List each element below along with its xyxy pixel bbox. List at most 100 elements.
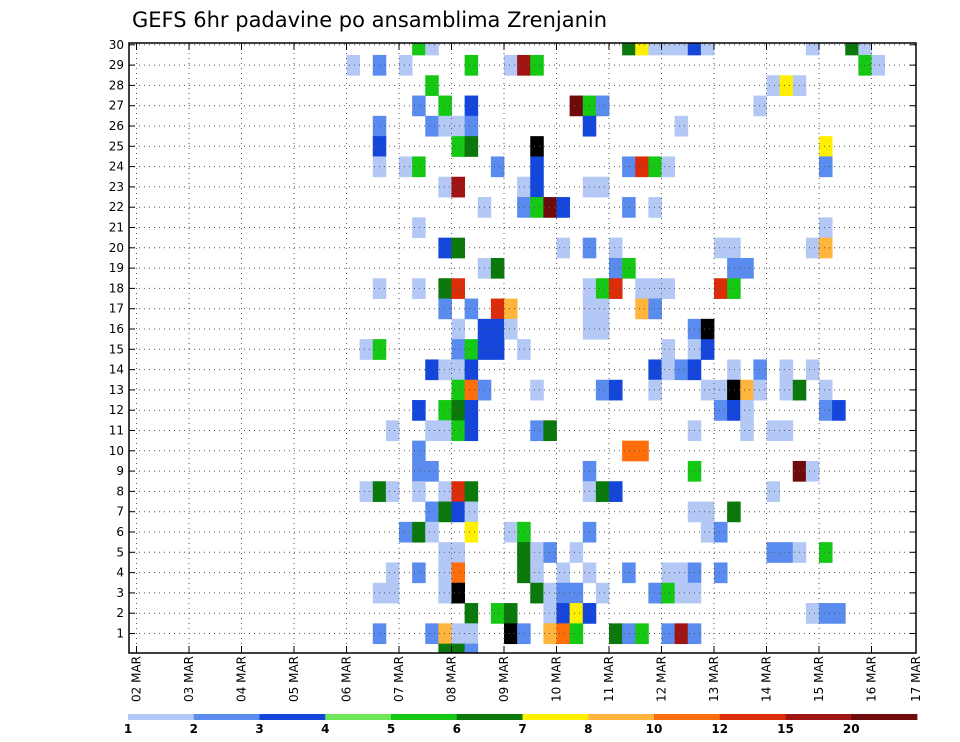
heatmap-cell xyxy=(412,43,426,56)
heatmap-cell xyxy=(438,501,452,523)
legend-swatch xyxy=(259,714,326,720)
heatmap-cell xyxy=(359,339,374,360)
y-tick-label: 18 xyxy=(109,281,124,295)
heatmap-cell xyxy=(425,501,439,523)
heatmap-cell xyxy=(464,54,479,76)
legend-label: 6 xyxy=(453,722,461,736)
heatmap-cell xyxy=(648,379,662,401)
heatmap-cell xyxy=(727,257,741,279)
heatmap-cell xyxy=(412,95,426,117)
heatmap-cell xyxy=(819,217,833,239)
heatmap-cell xyxy=(595,481,610,502)
x-tick-label: 07 MAR xyxy=(392,656,406,702)
heatmap-cell xyxy=(385,481,400,502)
heatmap-cell xyxy=(635,156,649,178)
heatmap-cell xyxy=(451,115,466,137)
heatmap-cell xyxy=(464,136,479,157)
heatmap-cell xyxy=(609,237,623,259)
heatmap-cell xyxy=(753,359,767,381)
y-tick-label: 16 xyxy=(109,322,124,336)
legend-label: 1 xyxy=(124,722,132,736)
heatmap-cell xyxy=(635,43,649,56)
heatmap-cell xyxy=(438,237,452,259)
heatmap-cell xyxy=(464,643,479,654)
y-axis: 1234567891011121314151617181920212223242… xyxy=(109,38,916,641)
heatmap-cell xyxy=(819,237,833,259)
y-tick-label: 26 xyxy=(109,119,124,133)
heatmap-cell xyxy=(438,400,452,421)
heatmap-cell xyxy=(805,237,820,259)
x-axis: 02 MAR 03 MAR 04 MAR 05 MAR 06 MAR 07 MAR 08 M… xyxy=(130,43,923,702)
legend-swatch xyxy=(719,714,786,720)
heatmap-cell xyxy=(464,359,479,381)
y-tick-label: 4 xyxy=(116,566,124,580)
heatmap-cell xyxy=(543,197,557,218)
heatmap-cell xyxy=(819,603,833,624)
x-tick-label: 02 MAR xyxy=(130,656,144,702)
heatmap-cell xyxy=(530,136,544,157)
heatmap-cell xyxy=(595,278,610,299)
heatmap-cell xyxy=(740,379,754,401)
heatmap-cell xyxy=(661,156,676,178)
y-tick-label: 15 xyxy=(109,342,124,356)
heatmap-cell xyxy=(517,339,531,360)
heatmap-cell xyxy=(819,542,833,563)
heatmap-cell xyxy=(714,278,728,299)
heatmap-cell xyxy=(819,400,833,421)
heatmap-cell xyxy=(451,420,466,442)
heatmap-cell xyxy=(648,359,662,381)
heatmap-cell xyxy=(464,298,479,320)
heatmap-cell xyxy=(530,542,544,563)
x-tick-label: 16 MAR xyxy=(865,656,879,702)
heatmap-cell xyxy=(766,420,781,442)
heatmap-cell xyxy=(451,400,466,421)
heatmap-cell xyxy=(451,136,466,157)
heatmap-cell xyxy=(556,197,571,218)
heatmap-cell xyxy=(648,197,662,218)
heatmap-cell xyxy=(674,115,689,137)
heatmap-cell xyxy=(635,278,649,299)
heatmap-cell xyxy=(438,298,452,320)
heatmap-cell xyxy=(569,603,584,624)
heatmap-cell xyxy=(805,603,820,624)
heatmap-cell xyxy=(464,623,479,645)
heatmap-cell xyxy=(438,278,452,299)
heatmap-cell xyxy=(819,156,833,178)
heatmap-cell xyxy=(451,379,466,401)
y-tick-label: 13 xyxy=(109,383,124,397)
heatmap-cell xyxy=(399,156,413,178)
heatmap-cell xyxy=(648,582,662,604)
heatmap-cell xyxy=(530,54,544,76)
legend-swatch xyxy=(522,714,589,720)
heatmap-cell xyxy=(622,257,636,279)
heatmap-cell xyxy=(530,562,544,584)
heatmap-cell xyxy=(385,582,400,604)
heatmap-cell xyxy=(451,501,466,523)
y-tick-label: 3 xyxy=(116,586,124,600)
heatmap-cell xyxy=(517,623,531,645)
heatmap-cell xyxy=(464,481,479,502)
legend-swatch xyxy=(588,714,655,720)
heatmap-cell xyxy=(661,623,676,645)
heatmap-cell xyxy=(753,379,767,401)
heatmap-cell xyxy=(543,582,557,604)
heatmap-cell xyxy=(609,257,623,279)
heatmap-cell xyxy=(714,521,728,543)
heatmap-cell xyxy=(504,54,518,76)
legend-swatch xyxy=(654,714,721,720)
heatmap-cell xyxy=(766,75,781,96)
heatmap-cell xyxy=(530,379,544,401)
heatmap-cell xyxy=(517,176,531,198)
heatmap-cell xyxy=(543,603,557,624)
y-tick-label: 8 xyxy=(116,484,124,498)
heatmap-cell xyxy=(595,298,610,320)
y-tick-label: 2 xyxy=(116,606,124,620)
heatmap-cell xyxy=(595,176,610,198)
heatmap-cell xyxy=(609,623,623,645)
x-tick-label: 11 MAR xyxy=(602,656,616,702)
heatmap-cell xyxy=(425,75,439,96)
heatmap-cell xyxy=(517,54,531,76)
heatmap-cell xyxy=(385,562,400,584)
y-tick-label: 1 xyxy=(116,627,124,641)
x-tick-label: 12 MAR xyxy=(655,656,669,702)
